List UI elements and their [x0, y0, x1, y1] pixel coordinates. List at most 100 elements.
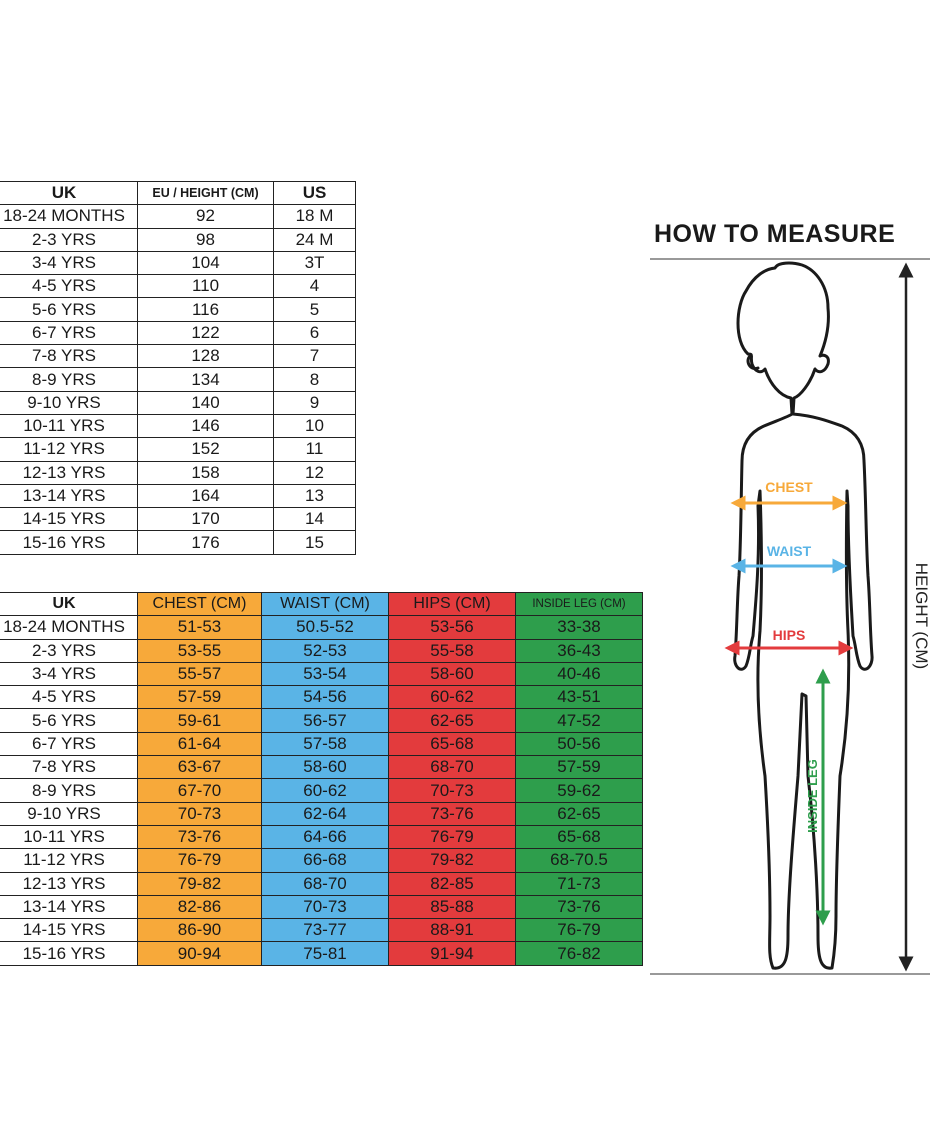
table-row: 10-11 YRS 73-76 64-66 76-79 65-68 — [0, 824, 643, 850]
body-measurement-table: UK CHEST (CM) WAIST (CM) HIPS (CM) INSID… — [0, 591, 643, 966]
header-waist: WAIST (CM) — [261, 591, 389, 617]
cell-waist: 66-68 — [261, 848, 389, 873]
cell-chest: 59-61 — [137, 708, 262, 733]
cell-hips: 65-68 — [388, 731, 516, 757]
cell-waist: 75-81 — [261, 941, 389, 966]
header-chest: CHEST (CM) — [137, 591, 262, 617]
cell-eu-height: 98 — [137, 227, 274, 252]
cell-inside-leg: 50-56 — [515, 731, 643, 757]
header-uk: UK — [0, 180, 138, 206]
cell-chest: 82-86 — [137, 894, 262, 920]
cell-chest: 76-79 — [137, 848, 262, 873]
cell-uk-size: 2-3 YRS — [0, 227, 138, 252]
table-row: 7-8 YRS 128 7 — [0, 344, 356, 369]
cell-chest: 55-57 — [137, 661, 262, 687]
cell-inside-leg: 76-82 — [515, 941, 643, 966]
cell-uk-size: 18-24 MONTHS — [0, 615, 138, 640]
cell-hips: 91-94 — [388, 941, 516, 966]
table-row: 8-9 YRS 134 8 — [0, 367, 356, 392]
cell-eu-height: 140 — [137, 390, 274, 415]
table-row: 12-13 YRS 79-82 68-70 82-85 71-73 — [0, 871, 643, 896]
cell-uk-size: 7-8 YRS — [0, 344, 138, 369]
cell-hips: 58-60 — [388, 661, 516, 687]
cell-us-size: 11 — [273, 437, 356, 462]
cell-eu-height: 116 — [137, 297, 274, 322]
cell-hips: 79-82 — [388, 848, 516, 873]
table-row: 15-16 YRS 90-94 75-81 91-94 76-82 — [0, 941, 643, 966]
cell-eu-height: 170 — [137, 507, 274, 532]
cell-eu-height: 104 — [137, 250, 274, 276]
cell-hips: 53-56 — [388, 615, 516, 640]
cell-waist: 57-58 — [261, 731, 389, 757]
table-row: 9-10 YRS 70-73 62-64 73-76 62-65 — [0, 801, 643, 826]
cell-uk-size: 4-5 YRS — [0, 274, 138, 299]
cell-us-size: 4 — [273, 274, 356, 299]
table-row: 4-5 YRS 57-59 54-56 60-62 43-51 — [0, 685, 643, 710]
table-row: 3-4 YRS 104 3T — [0, 250, 356, 276]
table-row: 5-6 YRS 59-61 56-57 62-65 47-52 — [0, 708, 643, 733]
cell-eu-height: 92 — [137, 204, 274, 229]
cell-waist: 58-60 — [261, 755, 389, 780]
header-hips: HIPS (CM) — [388, 591, 516, 617]
cell-waist: 56-57 — [261, 708, 389, 733]
cell-chest: 70-73 — [137, 801, 262, 826]
cell-uk-size: 5-6 YRS — [0, 708, 138, 733]
header-us: US — [273, 180, 356, 206]
table-row: 7-8 YRS 63-67 58-60 68-70 57-59 — [0, 755, 643, 780]
cell-eu-height: 164 — [137, 483, 274, 509]
cell-us-size: 13 — [273, 483, 356, 509]
cell-chest: 61-64 — [137, 731, 262, 757]
cell-chest: 73-76 — [137, 824, 262, 850]
height-label: HEIGHT (CM) — [912, 563, 930, 669]
cell-inside-leg: 71-73 — [515, 871, 643, 896]
cell-uk-size: 14-15 YRS — [0, 918, 138, 943]
cell-waist: 62-64 — [261, 801, 389, 826]
table-row: 18-24 MONTHS 92 18 M — [0, 204, 356, 229]
cell-chest: 67-70 — [137, 778, 262, 803]
cell-inside-leg: 57-59 — [515, 755, 643, 780]
cell-us-size: 15 — [273, 530, 356, 555]
cell-uk-size: 13-14 YRS — [0, 483, 138, 509]
cell-waist: 50.5-52 — [261, 615, 389, 640]
cell-uk-size: 6-7 YRS — [0, 320, 138, 346]
cell-waist: 60-62 — [261, 778, 389, 803]
cell-uk-size: 9-10 YRS — [0, 801, 138, 826]
cell-inside-leg: 47-52 — [515, 708, 643, 733]
cell-eu-height: 110 — [137, 274, 274, 299]
table-row: 13-14 YRS 164 13 — [0, 483, 356, 509]
cell-uk-size: 15-16 YRS — [0, 530, 138, 555]
table-row: 14-15 YRS 170 14 — [0, 507, 356, 532]
cell-inside-leg: 73-76 — [515, 894, 643, 920]
cell-uk-size: 13-14 YRS — [0, 894, 138, 920]
cell-us-size: 5 — [273, 297, 356, 322]
cell-hips: 85-88 — [388, 894, 516, 920]
table-row: 14-15 YRS 86-90 73-77 88-91 76-79 — [0, 918, 643, 943]
cell-uk-size: 12-13 YRS — [0, 460, 138, 485]
cell-us-size: 3T — [273, 250, 356, 276]
inside-leg-label: INSIDE LEG — [805, 759, 820, 833]
cell-inside-leg: 65-68 — [515, 824, 643, 850]
cell-uk-size: 18-24 MONTHS — [0, 204, 138, 229]
hips-label: HIPS — [773, 627, 806, 643]
cell-waist: 68-70 — [261, 871, 389, 896]
cell-chest: 90-94 — [137, 941, 262, 966]
table-row: 5-6 YRS 116 5 — [0, 297, 356, 322]
cell-waist: 70-73 — [261, 894, 389, 920]
cell-us-size: 14 — [273, 507, 356, 532]
cell-uk-size: 8-9 YRS — [0, 367, 138, 392]
cell-us-size: 6 — [273, 320, 356, 346]
cell-uk-size: 5-6 YRS — [0, 297, 138, 322]
cell-hips: 73-76 — [388, 801, 516, 826]
cell-eu-height: 176 — [137, 530, 274, 555]
cell-us-size: 24 M — [273, 227, 356, 252]
child-silhouette — [733, 261, 874, 970]
cell-uk-size: 9-10 YRS — [0, 390, 138, 415]
header-eu-height: EU / HEIGHT (CM) — [137, 180, 274, 206]
waist-label: WAIST — [767, 543, 812, 559]
table-row: 15-16 YRS 176 15 — [0, 530, 356, 555]
cell-uk-size: 10-11 YRS — [0, 824, 138, 850]
cell-us-size: 12 — [273, 460, 356, 485]
cell-inside-leg: 76-79 — [515, 918, 643, 943]
cell-eu-height: 128 — [137, 344, 274, 369]
cell-chest: 63-67 — [137, 755, 262, 780]
